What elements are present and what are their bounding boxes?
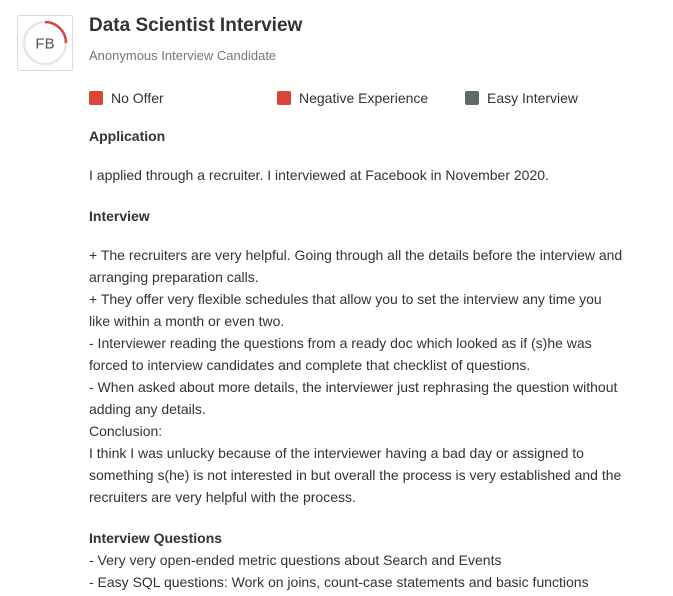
interview-line: forced to interview candidates and compl… — [89, 357, 531, 373]
reviewer-label: Anonymous Interview Candidate — [89, 48, 277, 63]
interview-line: - When asked about more details, the int… — [89, 379, 618, 395]
difficulty-badge-label: Easy Interview — [487, 90, 579, 106]
offer-status-icon — [89, 91, 103, 105]
application-text: I applied through a recruiter. I intervi… — [89, 164, 659, 186]
interview-text: + The recruiters are very helpful. Going… — [89, 244, 659, 508]
interview-line: recruiters are very helpful with the pro… — [89, 489, 356, 505]
experience-badge-label: Negative Experience — [299, 90, 429, 106]
question-line: - Very very open-ended metric questions … — [89, 552, 502, 568]
interview-questions-text: - Very very open-ended metric questions … — [89, 549, 659, 593]
difficulty-badge: Easy Interview — [465, 88, 578, 108]
logo-text: FB — [35, 36, 54, 53]
offer-badge-label: No Offer — [111, 90, 164, 106]
offer-badge: No Offer — [89, 88, 164, 108]
interview-heading: Interview — [89, 208, 150, 224]
company-logo[interactable]: FB — [17, 15, 73, 71]
page-title: Data Scientist Interview — [89, 15, 303, 36]
question-line: - Easy SQL questions: Work on joins, cou… — [89, 574, 589, 590]
interview-line: like within a month or even two. — [89, 313, 285, 329]
fb-logo-icon: FB — [22, 20, 68, 66]
interview-line: Conclusion: — [89, 423, 163, 439]
outcome-badges: No Offer Negative Experience Easy Interv… — [0, 88, 673, 108]
experience-status-icon — [277, 91, 291, 105]
interview-line: I think I was unlucky because of the int… — [89, 445, 584, 461]
application-heading: Application — [89, 128, 166, 144]
experience-badge: Negative Experience — [277, 88, 428, 108]
difficulty-status-icon — [465, 91, 479, 105]
interview-line: - Interviewer reading the questions from… — [89, 335, 592, 351]
interview-questions-heading: Interview Questions — [89, 530, 223, 546]
interview-line: arranging preparation calls. — [89, 269, 259, 285]
interview-line: something s(he) is not interested in but… — [89, 467, 622, 483]
interview-line: + The recruiters are very helpful. Going… — [89, 247, 623, 263]
interview-line: adding any details. — [89, 401, 206, 417]
application-line: I applied through a recruiter. I intervi… — [89, 167, 549, 183]
interview-line: + They offer very flexible schedules tha… — [89, 291, 602, 307]
